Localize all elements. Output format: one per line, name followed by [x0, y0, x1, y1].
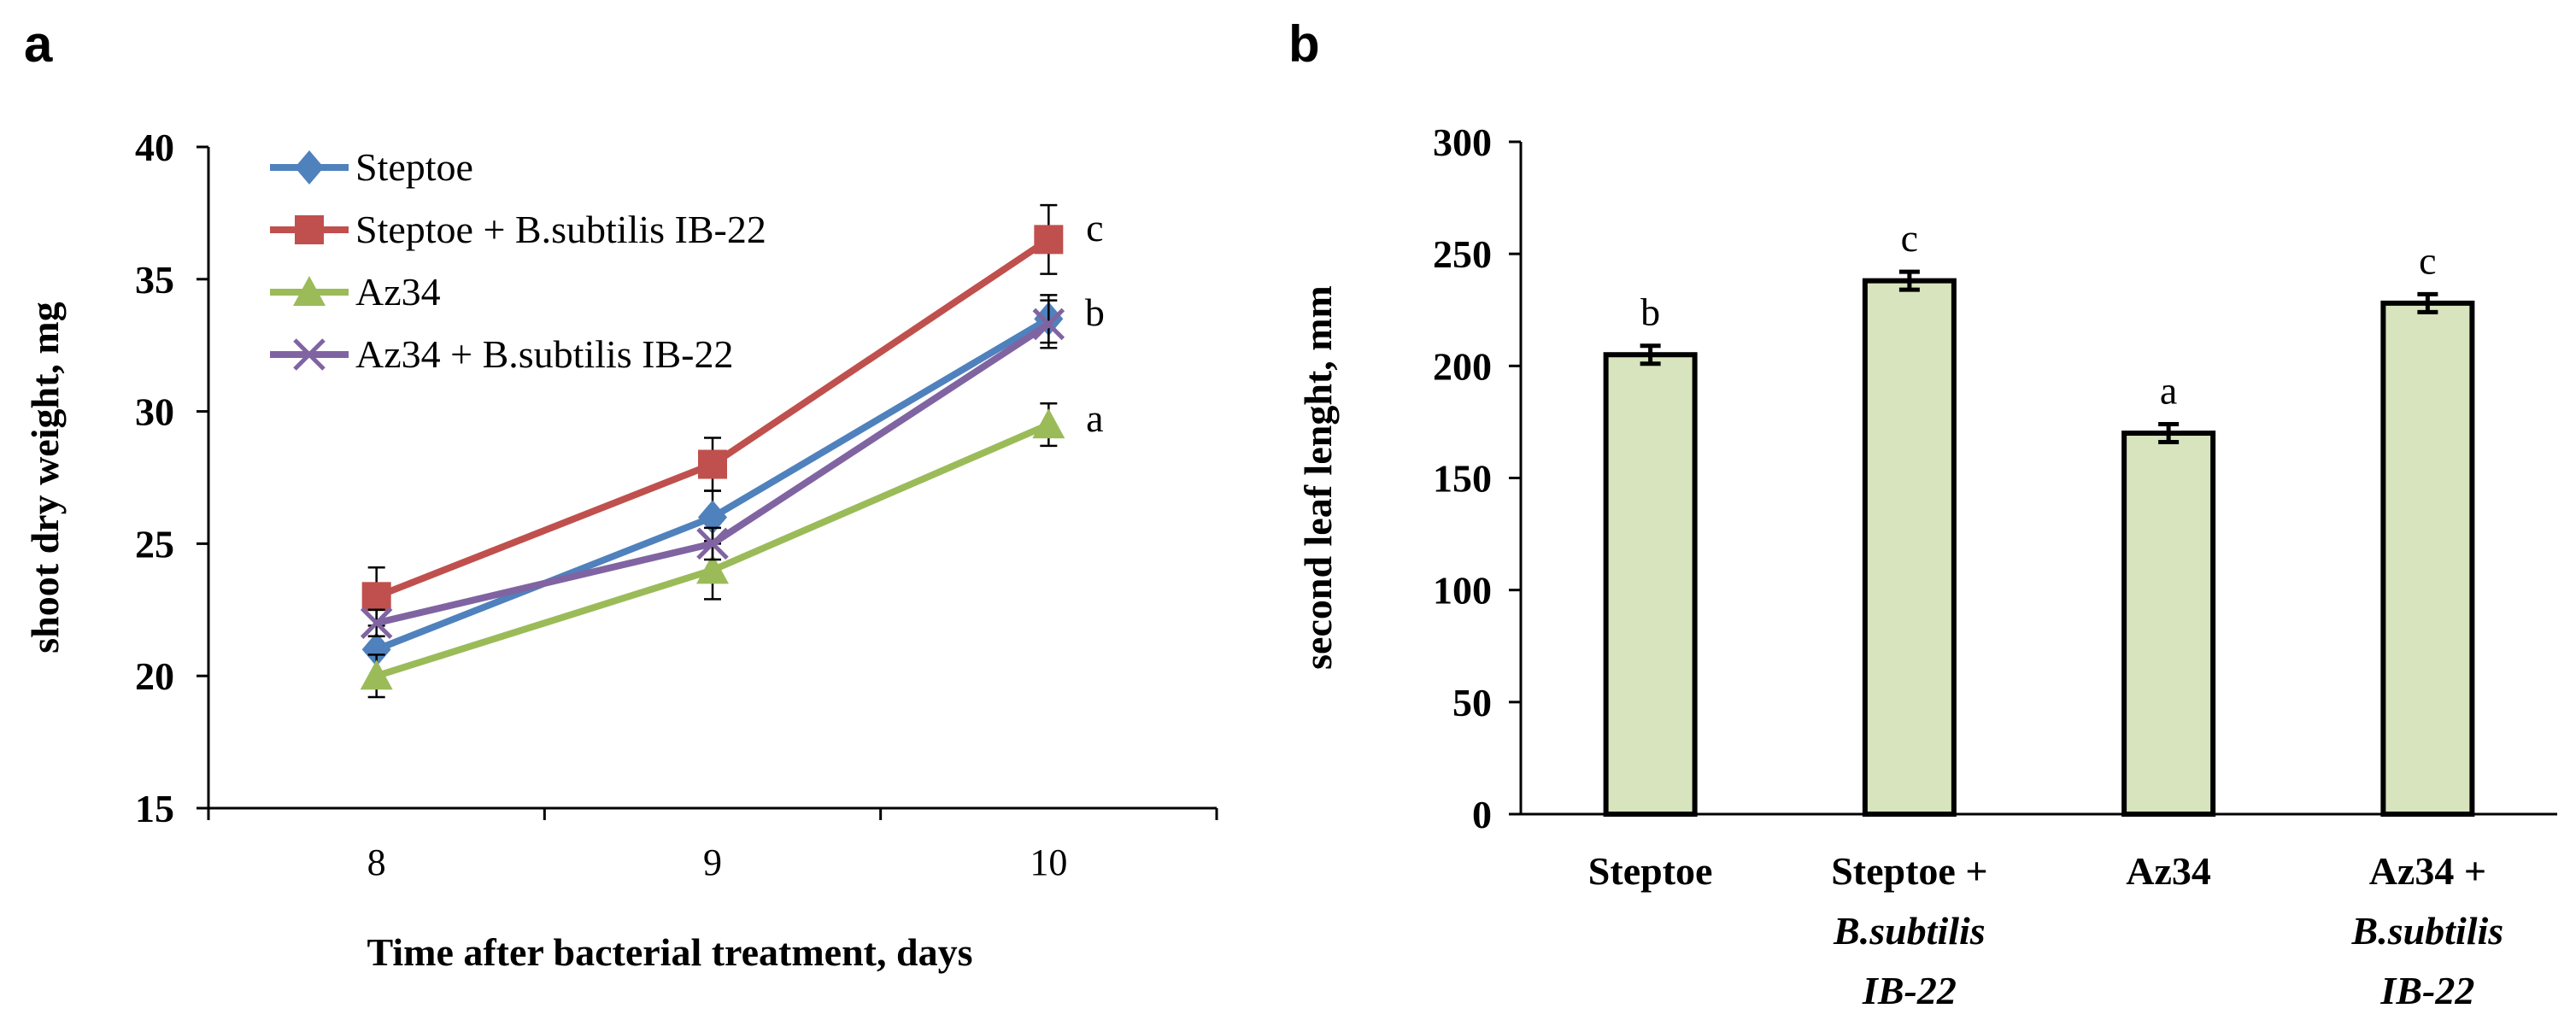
square-icon [1034, 225, 1064, 255]
bar-group: c [2380, 238, 2475, 817]
b-category-label: Az34 [2126, 849, 2211, 893]
category-line: Steptoe + [1831, 849, 1987, 893]
legend-item: Steptoe + B.subtilis IB-22 [270, 208, 766, 251]
significance-label: b [1085, 290, 1105, 334]
diamond-icon [361, 632, 391, 667]
significance-label: c [1086, 206, 1103, 249]
b-category-label: Steptoe [1588, 849, 1713, 893]
a-y-axis-title: shoot dry weight, mg [23, 302, 67, 653]
significance-label: c [1901, 216, 1918, 260]
category-line: IB-22 [2379, 969, 2474, 1012]
b-y-tick-label: 50 [1452, 681, 1492, 724]
triangle-icon [1032, 408, 1065, 439]
triangle-icon [293, 276, 326, 306]
bar-group: b [1603, 290, 1698, 817]
a-y-tick-label: 20 [135, 654, 174, 698]
x-icon [696, 527, 729, 560]
diamond-icon [295, 150, 324, 185]
x-icon [360, 607, 393, 640]
series-az34-b-subtilis-ib-22 [360, 299, 1065, 640]
a-x-tick-label: 9 [703, 841, 722, 883]
b-y-tick-label: 150 [1433, 457, 1492, 501]
significance-label: a [2160, 369, 2177, 413]
category-line: B.subtilis [1833, 909, 1986, 953]
x-icon [1032, 308, 1065, 341]
significance-label: b [1640, 290, 1660, 334]
panel-b-label: b [1288, 15, 1320, 73]
legend-label: Steptoe + B.subtilis IB-22 [355, 208, 766, 251]
category-line: Az34 [2126, 849, 2211, 893]
bar [2380, 300, 2475, 817]
b-y-tick-label: 200 [1433, 344, 1492, 388]
a-y-tick-label: 15 [135, 787, 174, 830]
legend-item: Steptoe [270, 145, 473, 189]
b-y-tick-label: 250 [1433, 232, 1492, 276]
diamond-icon [698, 500, 727, 535]
legend-label: Az34 [355, 270, 441, 314]
legend-item: Az34 + B.subtilis IB-22 [270, 332, 734, 376]
category-line: Steptoe [1588, 849, 1713, 893]
error-bar [1898, 269, 1920, 292]
b-y-tick-label: 100 [1433, 569, 1492, 613]
bar [1862, 278, 1957, 817]
series-steptoe-b-subtilis-ib-22 [361, 203, 1064, 627]
a-x-tick-label: 8 [367, 841, 386, 883]
a-legend: Steptoe Steptoe + B.subtilis IB-22 Az34 Az3… [270, 145, 766, 376]
triangle-icon [696, 554, 729, 584]
bar-group: c [1862, 216, 1957, 817]
b-category-label: Steptoe + B.subtilis IB-22 [1831, 849, 1987, 1012]
category-line: Az34 + [2369, 849, 2486, 893]
a-x-tick-label: 10 [1030, 841, 1067, 883]
a-y-tick-label: 30 [135, 390, 174, 434]
square-icon [361, 582, 391, 612]
significance-label: c [2419, 238, 2436, 282]
error-bar [2417, 291, 2438, 314]
a-y-tick-label: 35 [135, 258, 174, 302]
triangle-icon [360, 660, 393, 690]
panel-a-line-chart: a 15 20 25 30 35 40 8 9 10 cb a shoot dry weight… [23, 15, 1218, 974]
b-y-tick-label: 300 [1433, 120, 1492, 164]
x-icon [293, 338, 326, 371]
bar-group: a [2121, 369, 2216, 817]
series-steptoe [361, 294, 1064, 667]
panel-a-label: a [24, 15, 53, 73]
bar [2121, 431, 2216, 817]
a-y-tick-label: 40 [135, 126, 174, 169]
category-line: IB-22 [1862, 969, 1957, 1012]
a-y-tick-label: 25 [135, 522, 174, 566]
category-line: B.subtilis [2351, 909, 2504, 953]
b-category-label: Az34 + B.subtilis IB-22 [2351, 849, 2504, 1012]
legend-label: Steptoe [355, 145, 473, 189]
bar [1603, 352, 1698, 817]
b-y-axis-title: second leaf lenght, mm [1296, 285, 1340, 670]
legend-label: Az34 + B.subtilis IB-22 [355, 332, 734, 376]
panel-b-bar-chart: b 0 50 100 150 200 250 300 b c a c Steptoe Steptoe… [1288, 15, 2557, 1012]
legend-item: Az34 [270, 270, 441, 314]
a-x-axis-title: Time after bacterial treatment, days [367, 930, 973, 974]
error-bar [2158, 422, 2180, 445]
b-y-tick-label: 0 [1472, 793, 1492, 836]
significance-label: a [1086, 396, 1103, 440]
square-icon [295, 215, 324, 244]
error-bar [1640, 343, 1661, 366]
square-icon [698, 449, 727, 479]
